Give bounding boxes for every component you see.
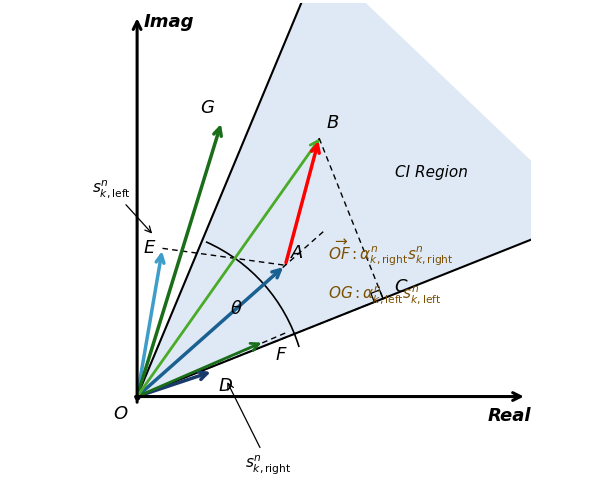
Text: $A$: $A$	[290, 244, 305, 262]
Text: $E$: $E$	[143, 239, 156, 257]
Text: $F$: $F$	[275, 346, 287, 364]
Text: CI Region: CI Region	[395, 165, 468, 180]
Text: $B$: $B$	[325, 114, 339, 132]
Text: Real: Real	[488, 407, 531, 425]
Text: $C$: $C$	[393, 278, 408, 297]
Text: Imag: Imag	[144, 14, 194, 31]
Text: $\theta$: $\theta$	[229, 300, 243, 318]
Text: $O$: $O$	[113, 405, 129, 423]
Text: $s_{k,\mathrm{right}}^{n}$: $s_{k,\mathrm{right}}^{n}$	[228, 383, 291, 476]
Polygon shape	[137, 0, 589, 396]
Text: $OG$$: \alpha_{k,\mathrm{left}}^{n} s_{k,\mathrm{left}}^{n}$: $OG$$: \alpha_{k,\mathrm{left}}^{n} s_{k…	[328, 284, 441, 306]
Text: $G$: $G$	[200, 99, 215, 117]
Text: $s_{k,\mathrm{left}}^{n}$: $s_{k,\mathrm{left}}^{n}$	[92, 178, 151, 232]
Text: $D$: $D$	[218, 378, 232, 395]
Text: $\overrightarrow{OF}$$: \alpha_{k,\mathrm{right}}^{n} s_{k,\mathrm{right}}^{n}$: $\overrightarrow{OF}$$: \alpha_{k,\mathr…	[328, 237, 453, 268]
